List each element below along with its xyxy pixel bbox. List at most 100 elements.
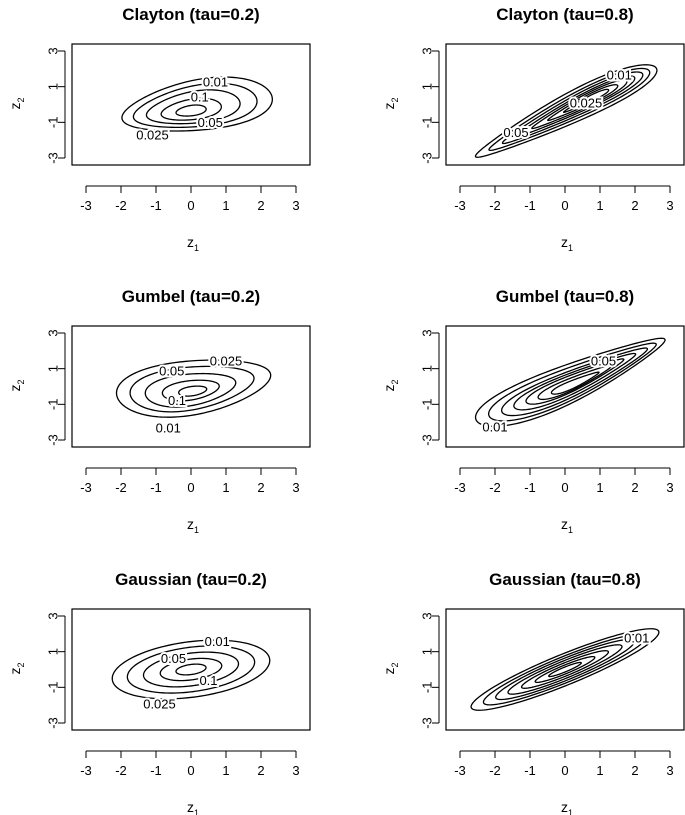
y-tick-label: -3: [420, 152, 435, 164]
contour-line: [531, 79, 628, 130]
x-tick-label: 2: [631, 763, 638, 778]
contour-line: [482, 633, 648, 706]
x-axis-label: z1: [187, 799, 199, 815]
contour-level-label: 0.1: [191, 89, 209, 104]
chart-panel-4: Gumbel (tau=0.8) -3 -2 -1 0 1 2 3 -3 -1 1 3 z1 z2 0.01…: [381, 287, 685, 535]
x-axis-label: z1: [561, 234, 573, 253]
y-tick-label: 1: [420, 83, 435, 90]
contour-group: 0.01 0.025 0.05: [474, 64, 658, 158]
contour-line: [474, 64, 658, 158]
y-tick-label: 1: [46, 648, 61, 655]
y-tick-label: 3: [46, 47, 61, 54]
contour-line: [474, 337, 666, 427]
contour-line: [132, 82, 258, 129]
contour-group: 0.01 0.05: [474, 337, 666, 437]
contour-level-label: 0.025: [143, 696, 176, 711]
x-tick-label: 1: [596, 480, 603, 495]
x-tick-label: 0: [561, 198, 568, 213]
contour-line: [488, 67, 651, 152]
contour-line: [115, 359, 272, 418]
contour-line: [520, 650, 610, 689]
contour-level-label: 0.05: [161, 651, 186, 666]
x-tick-label: 3: [292, 198, 299, 213]
y-tick-label: -3: [420, 434, 435, 446]
chart-title: Gaussian (tau=0.2): [115, 570, 267, 589]
x-tick-label: -3: [454, 480, 466, 495]
y-axis-label: z2: [381, 379, 400, 391]
contour-line: [129, 365, 255, 413]
x-tick-label: -1: [524, 480, 536, 495]
x-tick-label: 1: [596, 763, 603, 778]
chart-title: Clayton (tau=0.2): [122, 5, 259, 24]
contour-line: [145, 89, 241, 125]
x-tick-label: -2: [489, 198, 501, 213]
contour-line: [513, 352, 637, 411]
x-tick-label: 3: [292, 763, 299, 778]
x-tick-label: 2: [257, 198, 264, 213]
y-tick-label: -3: [46, 434, 61, 446]
x-tick-label: -2: [489, 480, 501, 495]
x-tick-label: -3: [454, 198, 466, 213]
x-tick-label: -3: [454, 763, 466, 778]
x-tick-label: 0: [187, 198, 194, 213]
contour-level-label: 0.01: [482, 420, 507, 435]
y-tick-label: 3: [420, 329, 435, 336]
contour-line: [161, 379, 220, 402]
x-tick-label: -1: [524, 763, 536, 778]
contour-level-label: 0.05: [159, 363, 184, 378]
contour-level-label: 0.1: [199, 673, 217, 688]
x-tick-label: -2: [115, 198, 127, 213]
y-tick-label: -1: [420, 117, 435, 129]
x-tick-label: 2: [631, 198, 638, 213]
x-tick-label: 0: [561, 480, 568, 495]
x-tick-label: 3: [666, 480, 673, 495]
y-tick-label: -1: [46, 399, 61, 411]
x-axis-label: z1: [561, 799, 573, 815]
x-tick-label: 1: [222, 480, 229, 495]
contour-line: [487, 342, 657, 422]
chart-title: Gaussian (tau=0.8): [489, 570, 641, 589]
contour-line: [516, 75, 636, 137]
x-tick-label: -1: [150, 480, 162, 495]
contour-line: [126, 645, 256, 694]
contour-line: [160, 97, 223, 121]
contour-level-label: 0.05: [591, 354, 616, 369]
contour-line: [111, 639, 271, 700]
y-axis-label: z2: [7, 662, 26, 674]
y-tick-label: -1: [46, 117, 61, 129]
contour-level-label: 0.01: [607, 68, 632, 83]
x-tick-label: 1: [222, 198, 229, 213]
plot-frame: [71, 608, 311, 731]
x-tick-label: -1: [150, 763, 162, 778]
plot-frame: [71, 43, 311, 166]
x-tick-label: 2: [257, 763, 264, 778]
contour-level-label: 0.025: [136, 128, 169, 143]
contour-level-label: 0.01: [156, 420, 181, 435]
x-tick-label: 1: [596, 198, 603, 213]
x-tick-label: -1: [150, 198, 162, 213]
contour-group: 0.01: [470, 628, 660, 711]
x-axis-label: z1: [187, 516, 199, 535]
contour-level-label: 0.1: [168, 393, 186, 408]
y-axis-label: z2: [7, 97, 26, 109]
y-tick-label: -3: [46, 717, 61, 729]
contour-line: [537, 364, 613, 401]
chart-panel-1: Clayton (tau=0.2) -3 -2 -1 0 1 2 3 -3 -1 1 3 z1 z2 0.0…: [7, 5, 311, 253]
chart-panel-3: Gumbel (tau=0.2) -3 -2 -1 0 1 2 3 -3 -1 1 3 z1 z2 0.05…: [7, 287, 311, 535]
y-tick-label: 3: [420, 47, 435, 54]
contour-line: [550, 371, 600, 395]
contour-line: [144, 372, 237, 408]
x-tick-label: 1: [222, 763, 229, 778]
contour-group: 0.01 0.05 0.1 0.025: [111, 632, 271, 713]
contour-line: [121, 76, 273, 132]
y-tick-label: 3: [46, 612, 61, 619]
contour-line: [548, 661, 582, 678]
chart-panel-5: Gaussian (tau=0.2) -3 -2 -1 0 1 2 3 -3 -1 1 3 z1 z2 0.…: [7, 570, 311, 815]
plot-frame: [445, 325, 685, 448]
x-axis-label: z1: [561, 516, 573, 535]
plot-frame: [71, 325, 311, 448]
chart-panel-6: Gaussian (tau=0.8) -3 -2 -1 0 1 2 3 -3 -1 1 3 z1 z2 0.…: [381, 570, 685, 815]
y-tick-label: -1: [420, 399, 435, 411]
x-tick-label: 0: [187, 480, 194, 495]
